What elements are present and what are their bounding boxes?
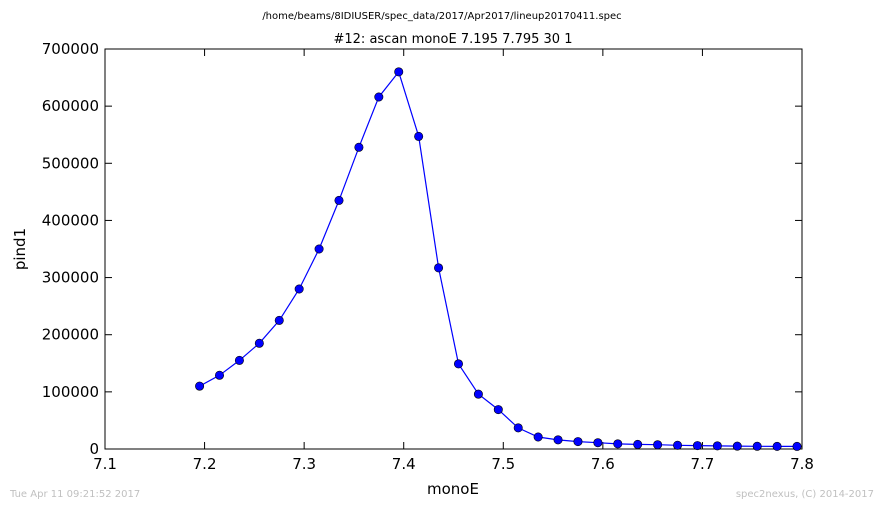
data-point: [374, 92, 384, 102]
data-point: [653, 440, 663, 450]
x-tick-label: 7.8: [790, 455, 814, 473]
data-point: [453, 359, 463, 369]
data-point: [434, 263, 444, 273]
x-axis-label: monoE: [427, 480, 479, 498]
data-point: [573, 437, 583, 447]
y-tick-label: 600000: [42, 97, 99, 115]
footer-credit: spec2nexus, (C) 2014-2017: [735, 489, 874, 500]
data-point: [792, 441, 802, 451]
y-tick-label: 300000: [42, 269, 99, 287]
footer-timestamp: Tue Apr 11 09:21:52 2017: [10, 489, 141, 500]
y-tick-label: 500000: [42, 154, 99, 172]
y-tick-label: 0: [89, 440, 99, 458]
data-point: [633, 439, 643, 449]
data-point: [613, 439, 623, 449]
x-tick-label: 7.2: [193, 455, 217, 473]
x-tick-label: 7.5: [491, 455, 515, 473]
data-point: [712, 441, 722, 451]
data-point: [234, 355, 244, 365]
data-point: [513, 423, 523, 433]
x-tick-label: 7.3: [292, 455, 316, 473]
data-point: [772, 441, 782, 451]
y-axis-label: pind1: [11, 228, 29, 270]
data-point: [394, 67, 404, 77]
data-point: [473, 389, 483, 399]
data-point: [553, 435, 563, 445]
data-point: [593, 438, 603, 448]
x-tick-label: 7.4: [392, 455, 416, 473]
x-tick-label: 7.6: [591, 455, 615, 473]
y-tick-label: 100000: [42, 383, 99, 401]
series-line: [199, 70, 797, 447]
data-point: [354, 142, 364, 152]
y-tick-label: 200000: [42, 326, 99, 344]
data-point: [692, 441, 702, 451]
plot-frame: [104, 48, 803, 450]
x-tick-label: 7.7: [690, 455, 714, 473]
x-tick-label: 7.1: [93, 455, 117, 473]
data-point: [673, 440, 683, 450]
data-point: [195, 381, 205, 391]
data-point: [752, 441, 762, 451]
data-point: [493, 405, 503, 415]
data-point: [254, 338, 264, 348]
data-point: [314, 244, 324, 254]
chart-suptitle: /home/beams/8IDIUSER/spec_data/2017/Apr2…: [262, 11, 621, 22]
y-tick-label: 700000: [42, 40, 99, 58]
y-tick-label: 400000: [42, 211, 99, 229]
data-point: [533, 432, 543, 442]
data-point: [732, 441, 742, 451]
data-point: [334, 195, 344, 205]
chart-title: #12: ascan monoE 7.195 7.795 30 1: [334, 32, 573, 47]
data-point: [215, 370, 225, 380]
data-point: [294, 284, 304, 294]
data-point: [414, 131, 424, 141]
data-point: [274, 315, 284, 325]
